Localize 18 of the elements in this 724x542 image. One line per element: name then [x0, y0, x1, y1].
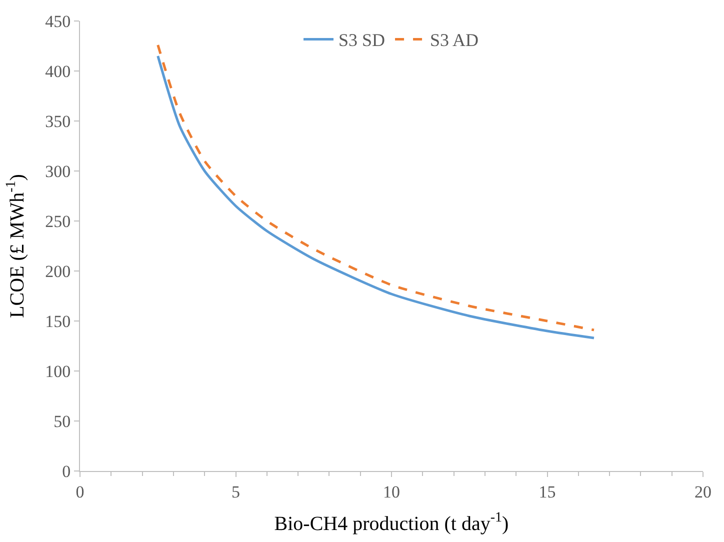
y-tick-label: 250: [45, 212, 71, 231]
y-tick-label: 50: [54, 412, 71, 431]
y-tick-label: 400: [45, 62, 71, 81]
legend-label: S3 AD: [430, 30, 479, 50]
y-tick-label: 150: [45, 312, 71, 331]
y-tick-label: 450: [45, 12, 71, 31]
y-tick-label: 350: [45, 112, 71, 131]
x-tick-label: 10: [383, 482, 400, 502]
legend-label: S3 SD: [338, 30, 386, 50]
y-tick-label: 200: [45, 262, 71, 281]
x-tick-label: 0: [76, 482, 84, 502]
x-tick-label: 5: [232, 482, 240, 502]
y-tick-label: 0: [62, 462, 71, 481]
x-axis-title: Bio-CH4 production (t day$^{-1}$): [274, 510, 509, 535]
y-tick-label: 100: [45, 362, 71, 381]
x-tick-label: 15: [538, 482, 556, 502]
x-tick-label: 20: [694, 482, 712, 502]
y-tick-label: 300: [45, 162, 71, 181]
